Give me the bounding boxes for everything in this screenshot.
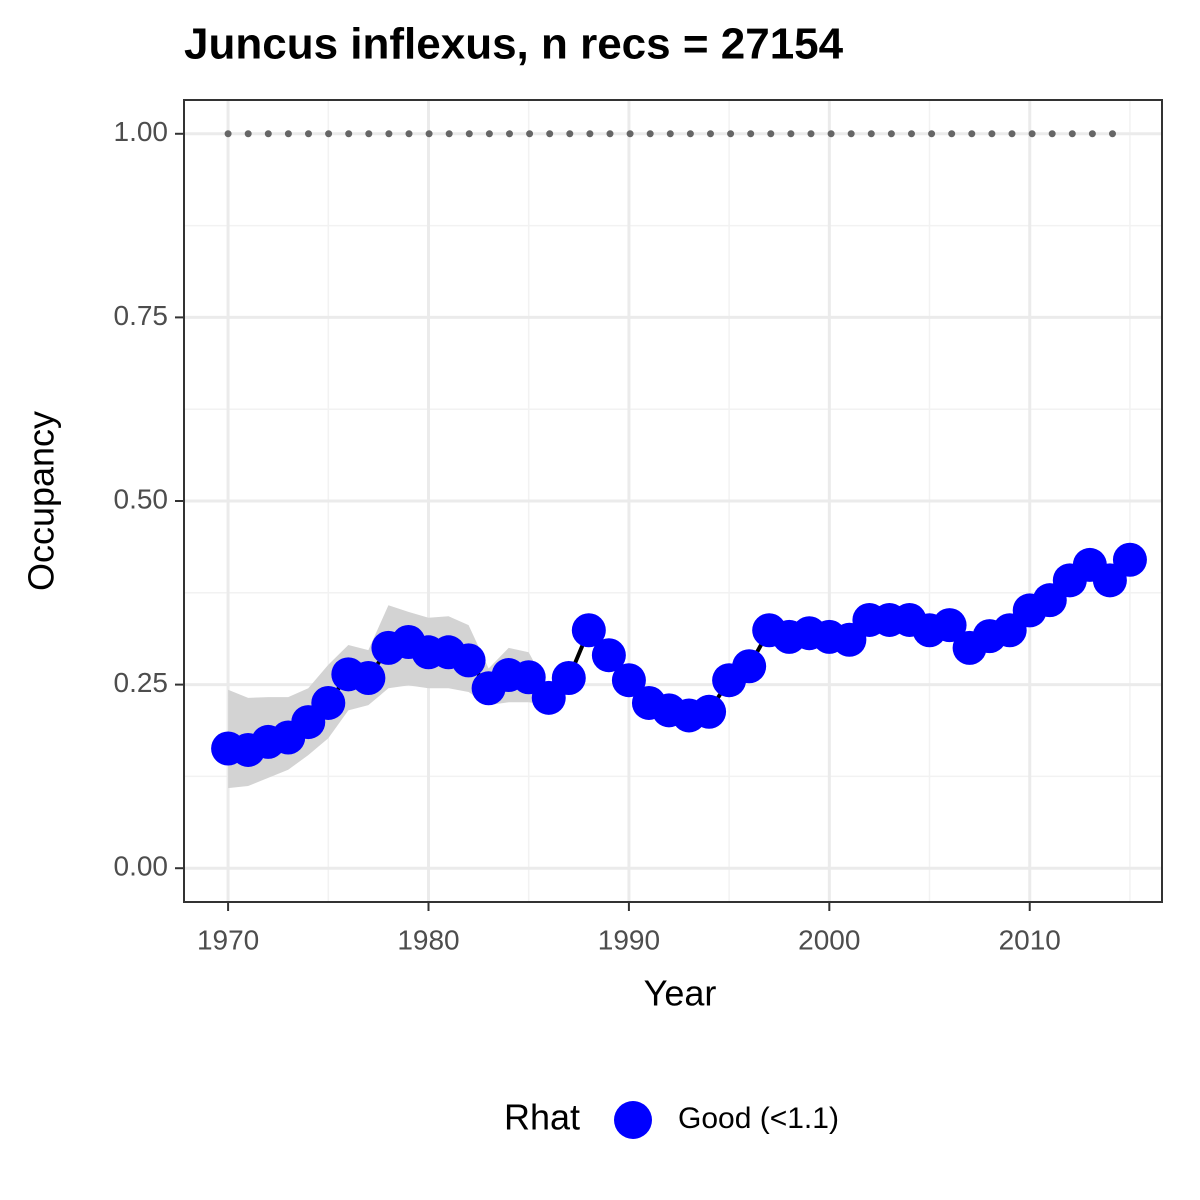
x-tick-label: 1980 (397, 924, 459, 955)
point (571, 613, 606, 648)
x-tick-label: 1970 (197, 924, 259, 955)
point (351, 660, 386, 695)
point (692, 694, 727, 729)
point (311, 685, 346, 720)
y-tick-label: 1.00 (114, 116, 169, 147)
ribbon (228, 605, 569, 789)
y-axis-title: Occupancy (21, 411, 62, 591)
plot-border (183, 99, 1163, 903)
legend-title: Rhat (504, 1097, 580, 1138)
point (932, 608, 967, 643)
legend-label: Good (<1.1) (678, 1102, 839, 1135)
x-axis-title: Year (644, 973, 717, 1014)
x-tick-label: 2010 (999, 924, 1061, 955)
point (1112, 542, 1147, 577)
point (551, 660, 586, 695)
point (591, 638, 626, 673)
x-tick-label: 2000 (798, 924, 860, 955)
legend-key (614, 1101, 652, 1139)
y-tick-label: 0.00 (114, 851, 169, 882)
y-tick-label: 0.25 (114, 667, 169, 698)
point (611, 663, 646, 698)
chart-title: Juncus inflexus, n recs = 27154 (184, 20, 844, 69)
y-tick-label: 0.75 (114, 300, 169, 331)
x-tick-label: 1990 (598, 924, 660, 955)
y-tick-label: 0.50 (114, 483, 169, 514)
point (732, 649, 767, 684)
point (451, 643, 486, 678)
